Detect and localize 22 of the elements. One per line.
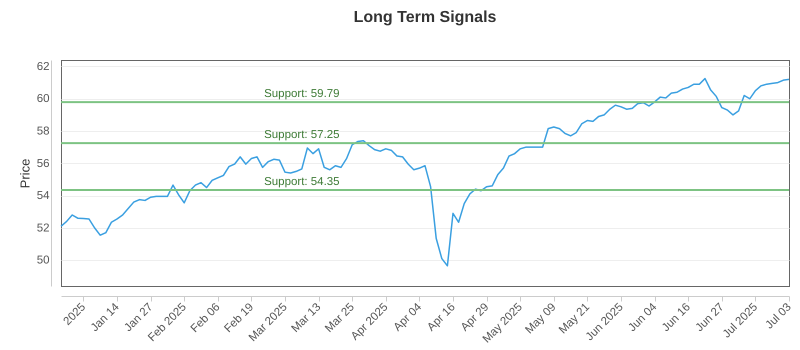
- y-tick-label: 54: [36, 190, 50, 202]
- line-series: [60, 78, 790, 267]
- x-tick-label: Jun 04: [626, 300, 660, 334]
- y-tick-label: 52: [36, 222, 50, 234]
- ref-line-label: Support: 54.35: [264, 176, 340, 188]
- x-tick-label: Apr 16: [425, 301, 458, 334]
- x-tick-label: Mar 13: [290, 301, 324, 336]
- ref-line-label: Support: 59.79: [264, 88, 340, 100]
- x-tick-label: Jul 03: [764, 301, 794, 332]
- y-axis-title: Price: [18, 158, 33, 188]
- chart-title: Long Term Signals: [354, 9, 497, 26]
- y-tick-label: 58: [36, 126, 50, 138]
- x-tick-label: Feb 06: [188, 301, 223, 336]
- y-tick-label: 56: [36, 158, 50, 170]
- y-tick-label: 60: [36, 93, 50, 106]
- x-tick-label: Jun 16: [660, 301, 693, 334]
- x-tick-label: Jan 14: [88, 300, 122, 334]
- y-tick-label: 62: [36, 60, 50, 73]
- x-tick-label: May 09: [523, 301, 559, 336]
- y-tick-label: 50: [36, 254, 50, 267]
- ref-line-label: Support: 57.25: [264, 129, 340, 142]
- x-tick-label: Apr 04: [392, 300, 425, 334]
